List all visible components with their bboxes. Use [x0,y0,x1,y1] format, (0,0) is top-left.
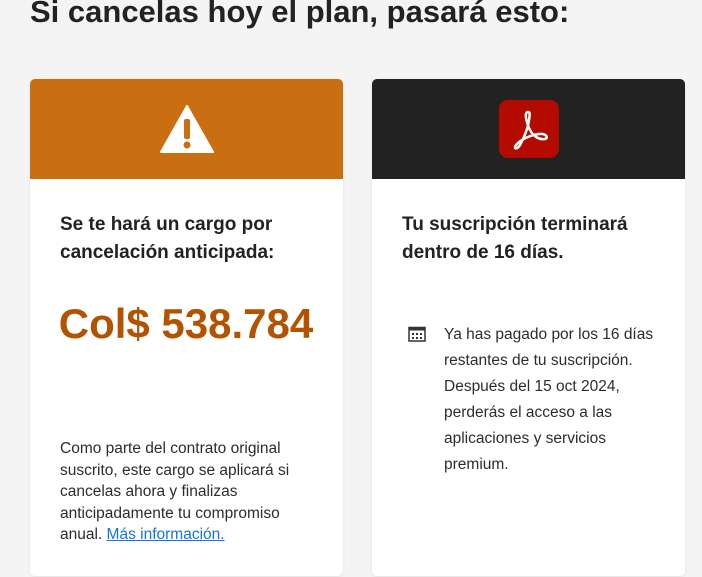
fee-amount: Col$ 538.784 [58,300,314,347]
warning-icon [159,105,214,153]
fee-description: Como parte del contrato original suscrit… [60,438,310,546]
calendar-icon [408,326,426,342]
fee-heading: Se te hará un cargo por cancelación anti… [60,214,275,263]
fee-description-text: Como parte del contrato original suscrit… [60,440,290,543]
subscription-info: Ya has pagado por los 16 días restantes … [408,322,659,478]
card-header [30,79,343,179]
subscription-heading: Tu suscripción terminará dentro de 16 dí… [402,214,628,263]
adobe-acrobat-icon [498,100,559,158]
subscription-info-text: Ya has pagado por los 16 días restantes … [444,326,654,473]
card-header [372,79,685,179]
more-info-link[interactable]: Más información. [106,526,225,543]
page-title: Si cancelas hoy el plan, pasará esto: [30,0,570,29]
subscription-end-card: Tu suscripción terminará dentro de 16 dí… [372,79,685,576]
early-cancellation-fee-card: Se te hará un cargo por cancelación anti… [30,79,343,576]
